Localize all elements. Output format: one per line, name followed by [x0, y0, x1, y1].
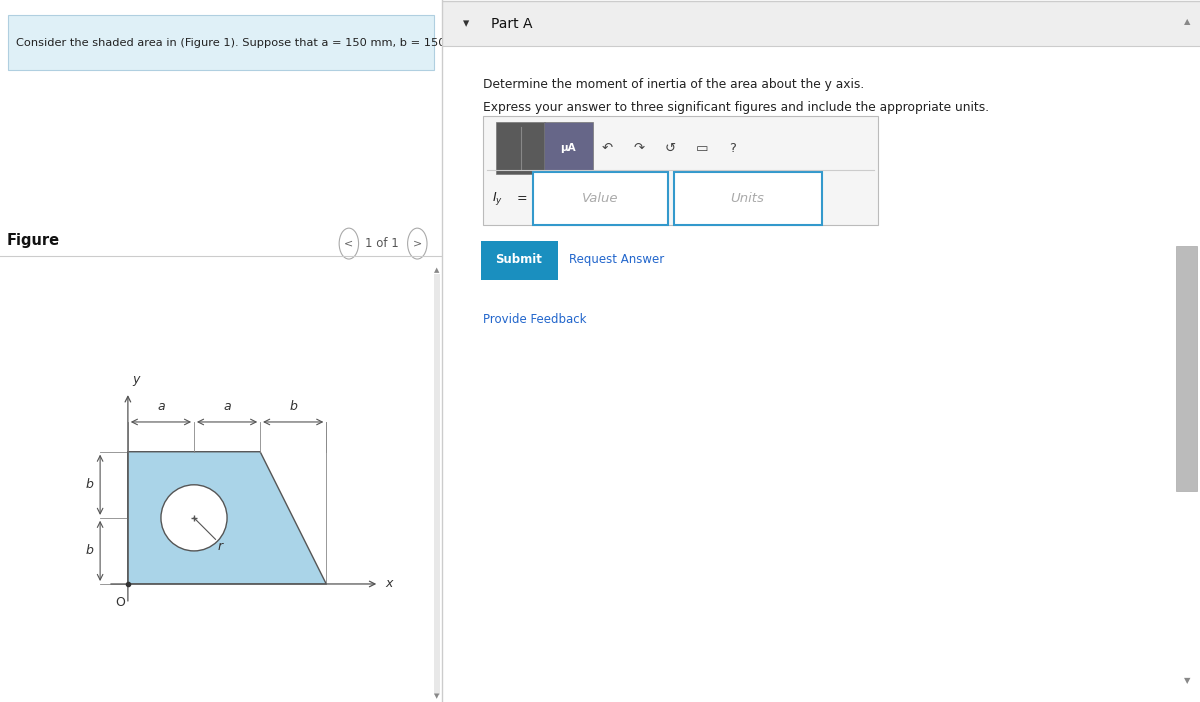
Text: b: b — [85, 478, 94, 491]
Circle shape — [340, 228, 359, 259]
Text: Provide Feedback: Provide Feedback — [484, 313, 587, 326]
Text: Consider the shaded area in (Figure 1). Suppose that a = 150 mm, b = 150 mm, and: Consider the shaded area in (Figure 1). … — [16, 38, 569, 48]
FancyBboxPatch shape — [484, 116, 877, 225]
Text: Submit: Submit — [496, 253, 542, 266]
Text: ↺: ↺ — [665, 142, 676, 155]
Text: Request Answer: Request Answer — [569, 253, 665, 266]
Text: Units: Units — [731, 192, 764, 205]
Text: Value: Value — [582, 192, 618, 205]
FancyBboxPatch shape — [673, 172, 822, 225]
Polygon shape — [128, 451, 326, 584]
Text: 1 of 1: 1 of 1 — [365, 237, 398, 250]
Text: Determine the moment of inertia of the area about the y axis.: Determine the moment of inertia of the a… — [484, 78, 864, 91]
Text: ▾: ▾ — [463, 18, 469, 30]
Text: Express your answer to three significant figures and include the appropriate uni: Express your answer to three significant… — [484, 101, 990, 114]
FancyBboxPatch shape — [481, 241, 558, 280]
Circle shape — [161, 485, 227, 551]
Text: ▲: ▲ — [434, 267, 439, 273]
Text: ▼: ▼ — [1183, 677, 1190, 685]
FancyBboxPatch shape — [533, 172, 667, 225]
FancyBboxPatch shape — [442, 1, 1200, 46]
Text: $I_y$: $I_y$ — [492, 190, 503, 207]
FancyBboxPatch shape — [544, 122, 593, 174]
Text: ▲: ▲ — [1183, 17, 1190, 25]
Text: >: > — [413, 239, 422, 249]
Text: Part A: Part A — [491, 17, 533, 31]
FancyBboxPatch shape — [497, 122, 545, 174]
FancyBboxPatch shape — [8, 15, 434, 70]
Text: μA: μA — [560, 143, 576, 154]
Text: <: < — [344, 239, 354, 249]
Text: b: b — [289, 400, 298, 413]
Text: a: a — [223, 400, 230, 413]
Text: ↶: ↶ — [601, 142, 612, 155]
Text: a: a — [157, 400, 164, 413]
Text: ▼: ▼ — [434, 694, 439, 699]
FancyBboxPatch shape — [433, 274, 440, 695]
Text: b: b — [85, 545, 94, 557]
Text: Figure: Figure — [7, 233, 60, 248]
Text: r: r — [218, 541, 223, 553]
FancyBboxPatch shape — [1176, 246, 1198, 491]
Text: O: O — [115, 596, 125, 609]
Text: ▭: ▭ — [696, 142, 709, 155]
Text: x: x — [385, 578, 394, 590]
Text: ?: ? — [728, 142, 736, 155]
Circle shape — [408, 228, 427, 259]
Text: ↷: ↷ — [634, 142, 644, 155]
Text: y: y — [132, 373, 140, 385]
Text: =: = — [517, 192, 527, 205]
